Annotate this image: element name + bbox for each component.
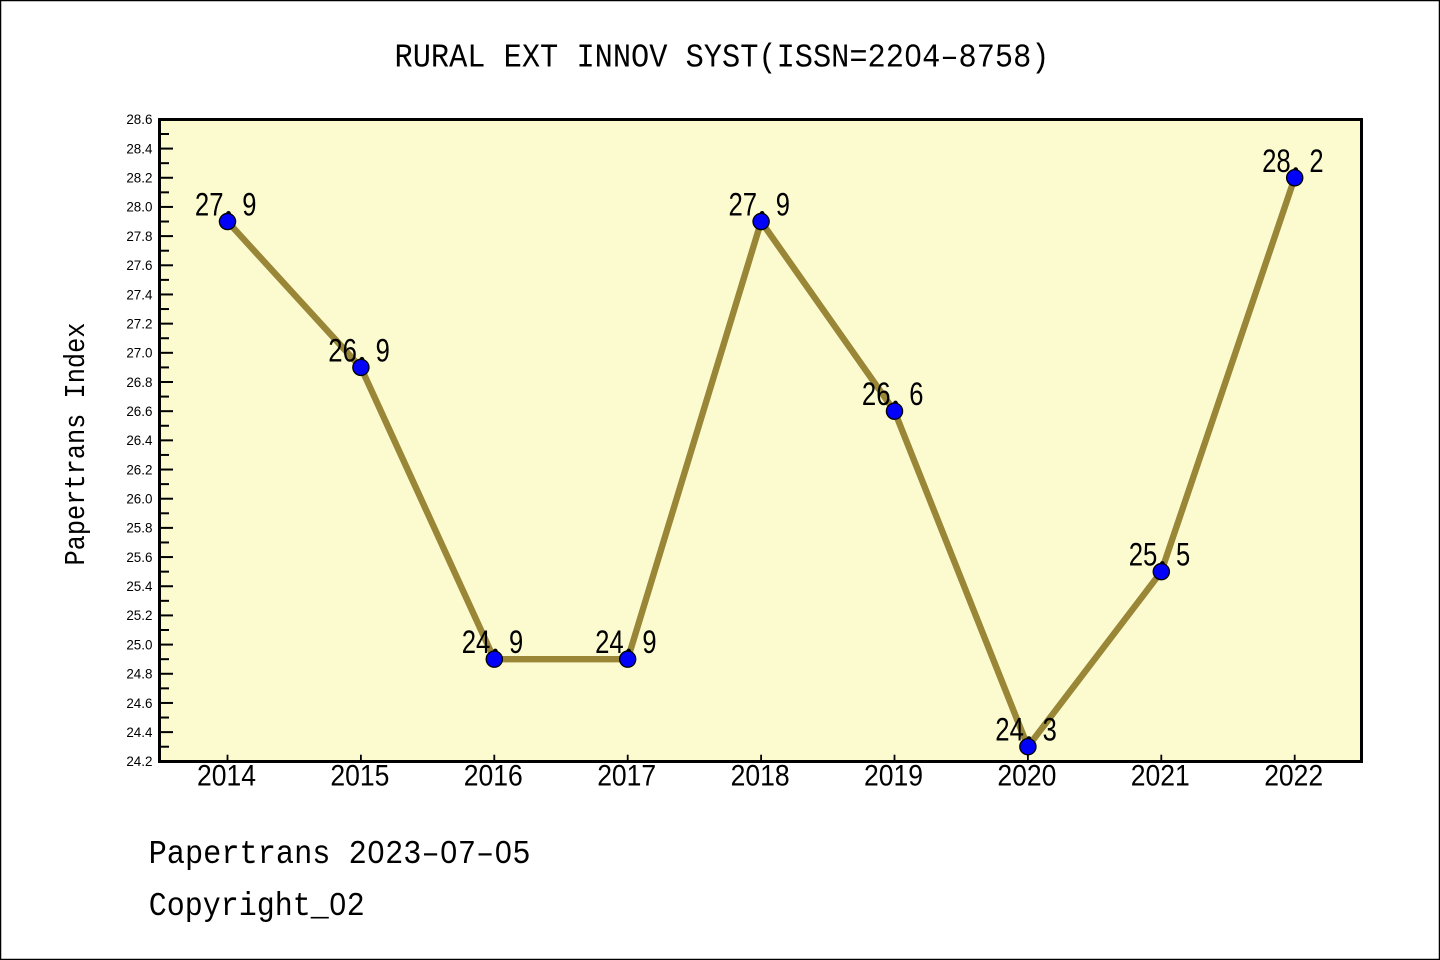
svg-text:2021: 2021 [1131, 759, 1190, 792]
svg-text:9: 9 [242, 187, 256, 223]
svg-text:26.6: 26.6 [126, 404, 152, 419]
svg-text:27.6: 27.6 [126, 258, 152, 273]
svg-text:2014: 2014 [197, 759, 256, 792]
svg-text:6: 6 [909, 376, 923, 412]
svg-text:25.4: 25.4 [126, 579, 153, 594]
svg-text:25.2: 25.2 [126, 608, 152, 623]
svg-text:25.0: 25.0 [126, 637, 152, 652]
svg-text:24.2: 24.2 [126, 754, 152, 769]
svg-text:9: 9 [642, 624, 656, 660]
svg-text:25.8: 25.8 [126, 521, 152, 536]
svg-text:28.4: 28.4 [126, 141, 153, 156]
svg-text:24.8: 24.8 [126, 667, 152, 682]
svg-text:2017: 2017 [597, 759, 656, 792]
svg-text:27.0: 27.0 [126, 346, 152, 361]
svg-text:9: 9 [509, 624, 523, 660]
svg-text:24.4: 24.4 [126, 725, 153, 740]
svg-text:2: 2 [1309, 143, 1323, 179]
svg-text:25: 25 [1129, 537, 1158, 573]
svg-text:24: 24 [462, 624, 491, 660]
svg-text:24: 24 [595, 624, 624, 660]
svg-text:28.0: 28.0 [126, 200, 152, 215]
svg-text:27.4: 27.4 [126, 287, 153, 302]
svg-text:3: 3 [1043, 712, 1057, 748]
svg-text:26.8: 26.8 [126, 375, 152, 390]
svg-text:26.2: 26.2 [126, 462, 152, 477]
svg-text:25.6: 25.6 [126, 550, 152, 565]
svg-text:Papertrans Index: Papertrans Index [60, 323, 93, 566]
svg-text:2016: 2016 [464, 759, 523, 792]
svg-text:28: 28 [1262, 143, 1291, 179]
svg-text:9: 9 [776, 187, 790, 223]
svg-text:2015: 2015 [330, 759, 389, 792]
svg-text:2019: 2019 [864, 759, 923, 792]
svg-text:24: 24 [995, 712, 1024, 748]
svg-text:28.2: 28.2 [126, 171, 152, 186]
svg-text:27.8: 27.8 [126, 229, 152, 244]
svg-text:Copyright_02: Copyright_02 [149, 888, 365, 925]
svg-text:27: 27 [729, 187, 758, 223]
svg-text:2020: 2020 [997, 759, 1056, 792]
svg-text:26: 26 [862, 376, 891, 412]
svg-text:9: 9 [376, 332, 390, 368]
svg-text:24.6: 24.6 [126, 696, 152, 711]
svg-text:27.2: 27.2 [126, 316, 152, 331]
svg-text:28.6: 28.6 [126, 112, 152, 127]
svg-text:2018: 2018 [731, 759, 790, 792]
svg-text:26: 26 [328, 332, 357, 368]
svg-text:27: 27 [195, 187, 224, 223]
svg-text:26.0: 26.0 [126, 492, 152, 507]
svg-text:Papertrans 2023–07–05: Papertrans 2023–07–05 [149, 836, 531, 873]
svg-text:RURAL EXT INNOV SYST(ISSN=2204: RURAL EXT INNOV SYST(ISSN=2204–8758) [395, 39, 1050, 76]
svg-text:5: 5 [1176, 537, 1190, 573]
svg-text:26.4: 26.4 [126, 433, 153, 448]
svg-text:2022: 2022 [1264, 759, 1323, 792]
